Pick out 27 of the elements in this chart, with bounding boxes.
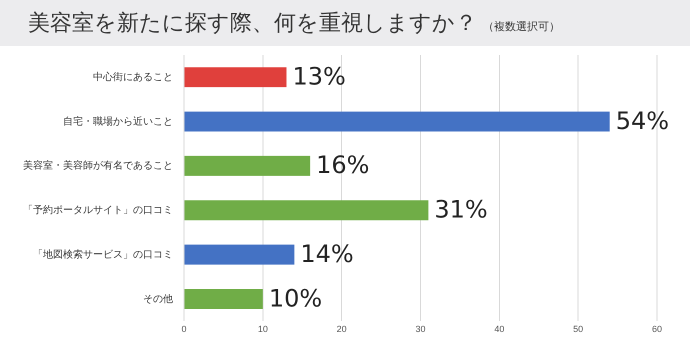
- y-tick-label: 「地図検索サービス」の口コミ: [33, 248, 173, 260]
- y-tick-label: 自宅・職場から近いこと: [63, 115, 173, 128]
- x-tick-label: 40: [494, 324, 504, 334]
- x-tick-label: 50: [573, 324, 584, 334]
- bar: [184, 156, 310, 176]
- chart-title: 美容室を新たに探す際、何を重視しますか？: [28, 10, 477, 38]
- y-tick-label: その他: [143, 292, 173, 305]
- x-tick-label: 0: [181, 324, 187, 334]
- data-label: 10%: [268, 284, 322, 312]
- y-tick-label: 美容室・美容師が有名であること: [23, 160, 173, 172]
- x-tick-label: 20: [336, 324, 347, 334]
- data-label: 31%: [434, 196, 488, 224]
- x-tick-label: 10: [258, 324, 268, 334]
- chart-subtitle: （複数選択可）: [483, 18, 560, 34]
- data-label: 54%: [616, 106, 670, 135]
- bar: [184, 67, 286, 88]
- bar: [184, 112, 610, 132]
- data-label: 13%: [292, 62, 346, 90]
- data-label: 14%: [300, 240, 354, 268]
- data-label: 16%: [316, 151, 370, 180]
- bar: [184, 200, 428, 220]
- y-tick-label: 中心街にあること: [93, 70, 173, 83]
- bar: [184, 244, 294, 265]
- bar: [184, 289, 263, 309]
- y-tick-label: 「予約ポータルサイト」の口コミ: [23, 204, 173, 216]
- x-tick-label: 60: [652, 324, 662, 334]
- x-tick-label: 30: [415, 324, 426, 334]
